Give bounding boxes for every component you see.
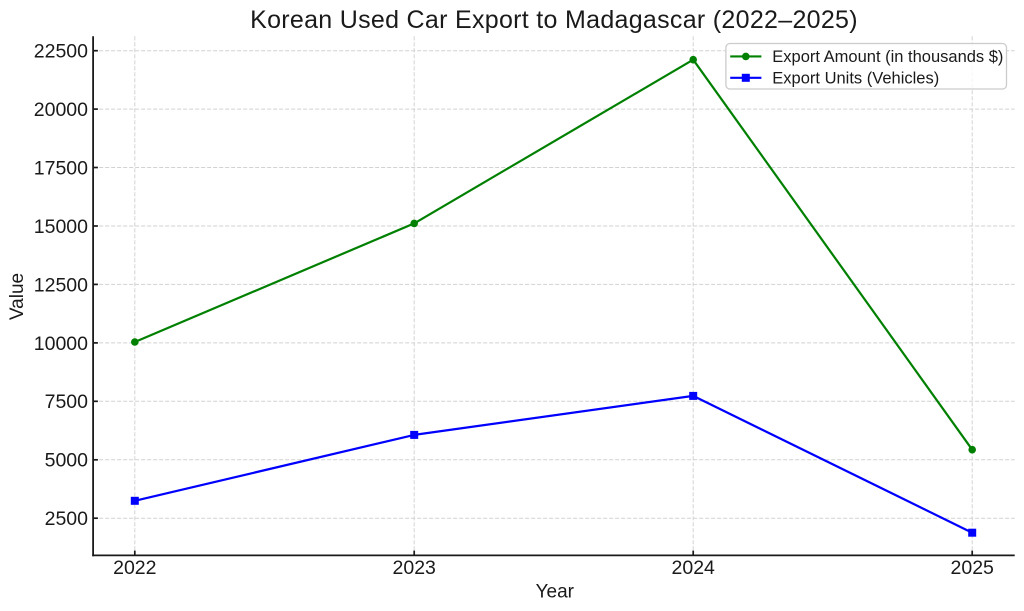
svg-text:Year: Year (536, 582, 575, 603)
svg-text:5000: 5000 (45, 450, 89, 472)
svg-text:Export Units (Vehicles): Export Units (Vehicles) (772, 69, 939, 87)
svg-text:2024: 2024 (672, 557, 716, 579)
svg-text:Value: Value (7, 273, 28, 320)
svg-text:15000: 15000 (34, 216, 88, 238)
svg-text:2022: 2022 (113, 557, 156, 579)
svg-text:2025: 2025 (951, 557, 995, 579)
svg-text:20000: 20000 (34, 99, 88, 121)
svg-text:2023: 2023 (393, 557, 436, 579)
svg-text:17500: 17500 (34, 157, 88, 179)
svg-text:22500: 22500 (34, 41, 88, 63)
svg-text:10000: 10000 (34, 333, 88, 355)
svg-text:Korean Used Car Export to Mada: Korean Used Car Export to Madagascar (20… (250, 6, 858, 34)
svg-text:2500: 2500 (45, 508, 89, 530)
svg-text:Export Amount (in thousands $): Export Amount (in thousands $) (772, 48, 1003, 66)
svg-text:7500: 7500 (45, 391, 89, 413)
svg-text:12500: 12500 (34, 274, 88, 296)
